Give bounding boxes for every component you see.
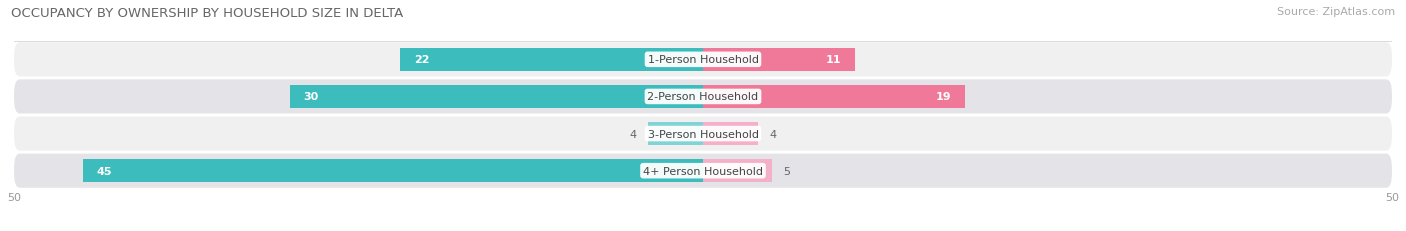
Bar [83,159,703,182]
Bar [703,122,758,146]
Bar [290,85,703,109]
Text: OCCUPANCY BY OWNERSHIP BY HOUSEHOLD SIZE IN DELTA: OCCUPANCY BY OWNERSHIP BY HOUSEHOLD SIZE… [11,7,404,20]
Text: Source: ZipAtlas.com: Source: ZipAtlas.com [1277,7,1395,17]
Text: 19: 19 [935,92,950,102]
FancyBboxPatch shape [14,80,1392,114]
Text: 1-Person Household: 1-Person Household [648,55,758,65]
FancyBboxPatch shape [14,154,1392,188]
Text: 4: 4 [769,129,776,139]
Text: 11: 11 [825,55,841,65]
Bar [703,85,965,109]
Text: 2-Person Household: 2-Person Household [647,92,759,102]
Bar [703,159,772,182]
FancyBboxPatch shape [14,117,1392,151]
Text: 4: 4 [630,129,637,139]
Bar [648,122,703,146]
Text: 3-Person Household: 3-Person Household [648,129,758,139]
Text: 4+ Person Household: 4+ Person Household [643,166,763,176]
Text: 5: 5 [783,166,790,176]
Text: 22: 22 [413,55,429,65]
FancyBboxPatch shape [14,43,1392,77]
Text: 30: 30 [304,92,319,102]
Text: 45: 45 [97,166,112,176]
Bar [399,49,703,72]
Bar [703,49,855,72]
